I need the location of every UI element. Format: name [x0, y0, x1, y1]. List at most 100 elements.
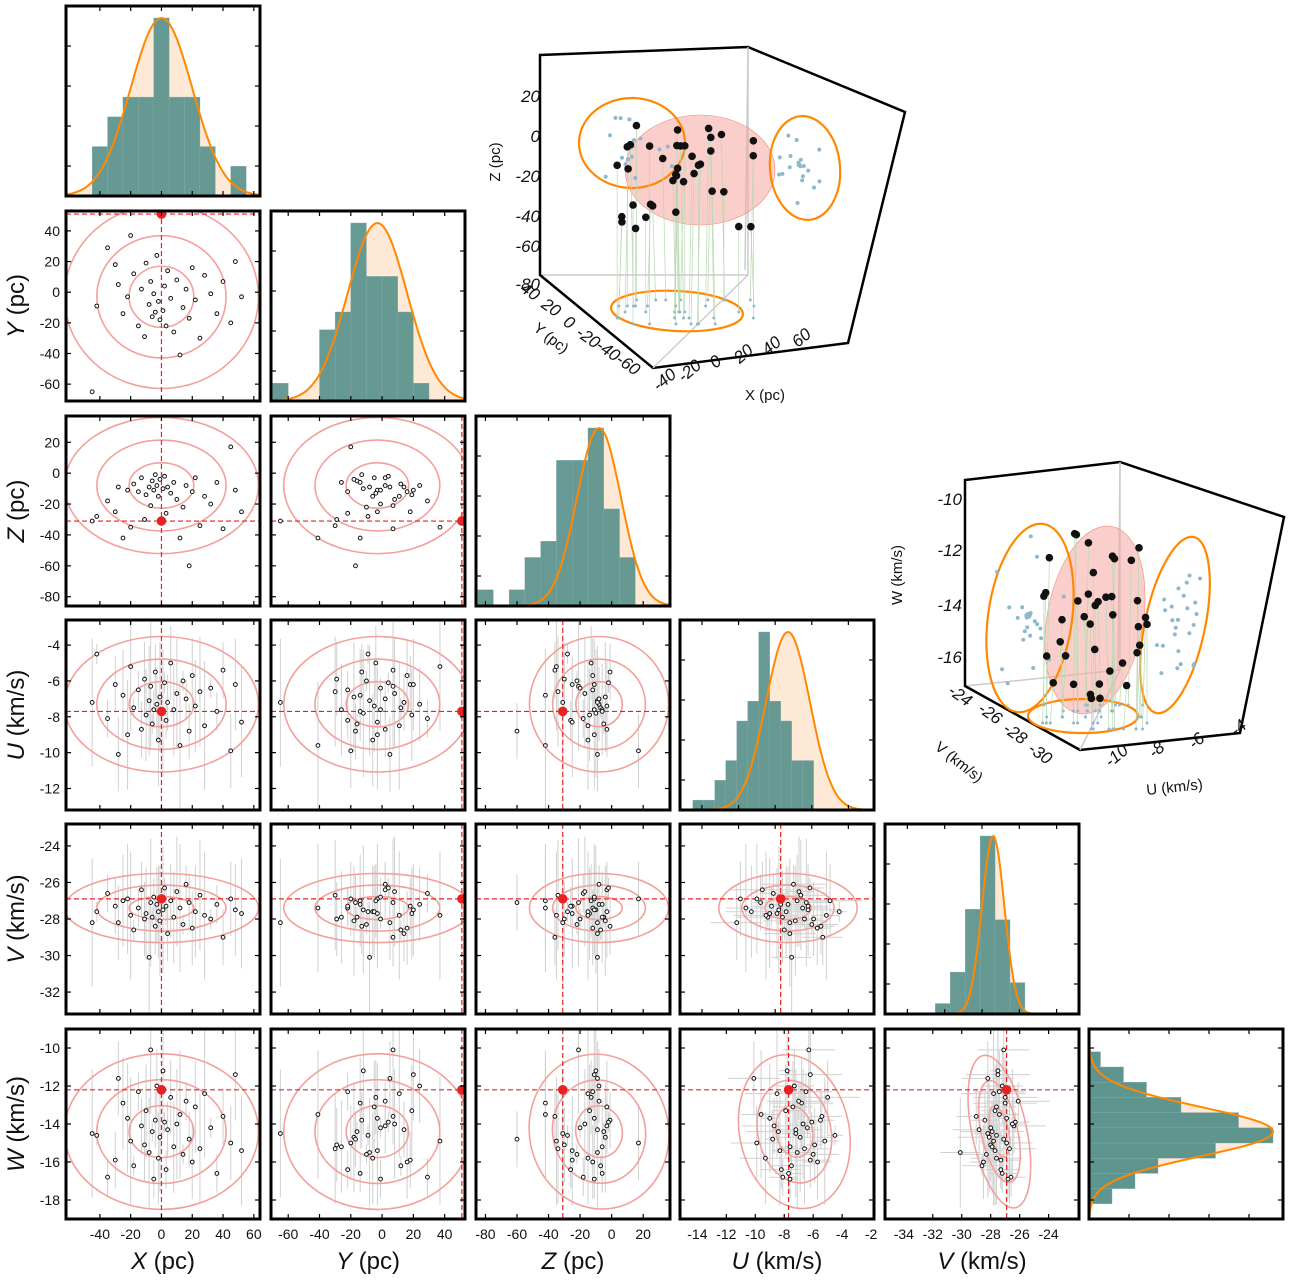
data-point-3d: [1056, 637, 1065, 646]
drop-line: [1074, 533, 1078, 724]
projected-point: [786, 133, 791, 138]
x-axis-label-X: X (pc): [130, 1248, 195, 1275]
data-point: [151, 487, 157, 493]
projected-point: [1041, 721, 1045, 725]
panel-frame: [883, 822, 1081, 1016]
data-point: [791, 881, 796, 887]
data-point: [774, 1091, 780, 1096]
drop-line: [630, 144, 634, 307]
data-point: [152, 472, 158, 478]
data-point: [827, 898, 833, 904]
data-point: [332, 1146, 338, 1152]
data-point: [143, 260, 149, 266]
data-point: [192, 297, 198, 303]
projected-point: [777, 155, 782, 160]
data-point: [128, 664, 134, 670]
data-point: [569, 1148, 575, 1153]
x-tick-label: 40: [215, 1226, 231, 1242]
data-point: [152, 1117, 158, 1123]
data-point: [410, 682, 416, 687]
data-point: [151, 707, 157, 713]
projected-point: [1172, 632, 1177, 637]
data-point: [793, 1127, 799, 1133]
data-point-3d: [1095, 680, 1104, 688]
data-point: [542, 898, 548, 904]
y-tick-label: -26: [40, 874, 60, 890]
panel-content: [66, 824, 260, 1014]
projected-point: [695, 322, 699, 326]
data-point-3d: [1141, 613, 1150, 622]
data-point: [180, 1152, 186, 1157]
data-point: [789, 1163, 794, 1169]
axis-var: Z: [541, 1248, 558, 1275]
data-point: [143, 1108, 149, 1114]
data-point: [89, 1131, 95, 1136]
contour-ellipse: [314, 1078, 441, 1185]
data-point: [992, 1148, 998, 1153]
data-point: [758, 900, 763, 905]
data-point: [353, 1136, 358, 1142]
panel-frame: [64, 1027, 262, 1221]
data-point: [135, 687, 141, 693]
data-point: [437, 912, 443, 918]
data-point: [208, 1125, 214, 1131]
data-point: [807, 1157, 813, 1163]
data-point: [367, 484, 372, 490]
data-point: [163, 717, 169, 723]
data-point-3d: [1045, 553, 1054, 562]
data-point: [214, 709, 220, 714]
data-point-3d: [632, 121, 641, 130]
data-point: [374, 732, 380, 738]
projected-point: [1025, 625, 1030, 630]
data-point: [94, 909, 100, 915]
data-point-3d: [1040, 592, 1048, 600]
projected-point: [1187, 573, 1192, 578]
data-point: [396, 493, 402, 499]
projected-point: [1122, 727, 1126, 731]
data-point: [378, 894, 383, 900]
projected-point: [1091, 721, 1095, 725]
drop-line: [652, 205, 657, 301]
data-point: [115, 484, 121, 490]
data-point: [407, 903, 413, 909]
data-point: [398, 1163, 404, 1169]
y-tick-label: 0: [52, 284, 60, 300]
data-point: [357, 1171, 363, 1176]
data-point: [794, 898, 800, 904]
data-point: [390, 503, 396, 508]
data-point-3d: [696, 160, 705, 168]
data-point: [315, 1112, 321, 1117]
data-point: [364, 504, 369, 510]
data-point: [554, 1138, 559, 1144]
x-tick-label: -4: [1227, 716, 1251, 740]
hist-bar: [366, 276, 383, 402]
projected-point: [794, 137, 799, 142]
data-point: [577, 1125, 583, 1131]
data-point: [985, 1131, 991, 1136]
data-point-3d: [734, 222, 743, 231]
data-point: [180, 305, 186, 310]
data-point: [339, 914, 344, 920]
projected-point: [603, 174, 608, 179]
data-point: [560, 1131, 566, 1136]
data-point: [139, 726, 144, 732]
panel-frame: [64, 414, 262, 608]
y-tick-label: -30: [40, 948, 60, 964]
projected-point: [1031, 665, 1036, 670]
data-point-3d: [1096, 694, 1104, 703]
z-tick-label: -10: [937, 490, 962, 509]
data-point: [590, 1159, 596, 1165]
data-point: [991, 1091, 996, 1096]
data-point: [186, 563, 192, 569]
y-tick-label: -60: [40, 376, 60, 392]
data-point: [89, 389, 95, 395]
data-point: [569, 719, 575, 725]
x-tick-label: 40: [437, 1226, 453, 1242]
x-tick-label: -14: [687, 1226, 707, 1242]
projected-point: [800, 178, 805, 183]
data-point: [220, 667, 226, 673]
data-point: [163, 510, 169, 516]
data-point: [115, 920, 121, 926]
data-point: [596, 1098, 602, 1104]
data-point: [115, 282, 121, 287]
